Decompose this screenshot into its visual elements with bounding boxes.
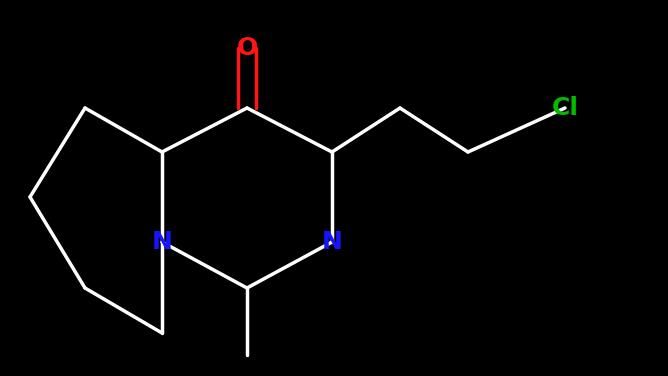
Text: Cl: Cl: [552, 96, 578, 120]
Text: N: N: [321, 230, 343, 254]
Text: O: O: [236, 36, 258, 60]
Text: N: N: [152, 230, 172, 254]
